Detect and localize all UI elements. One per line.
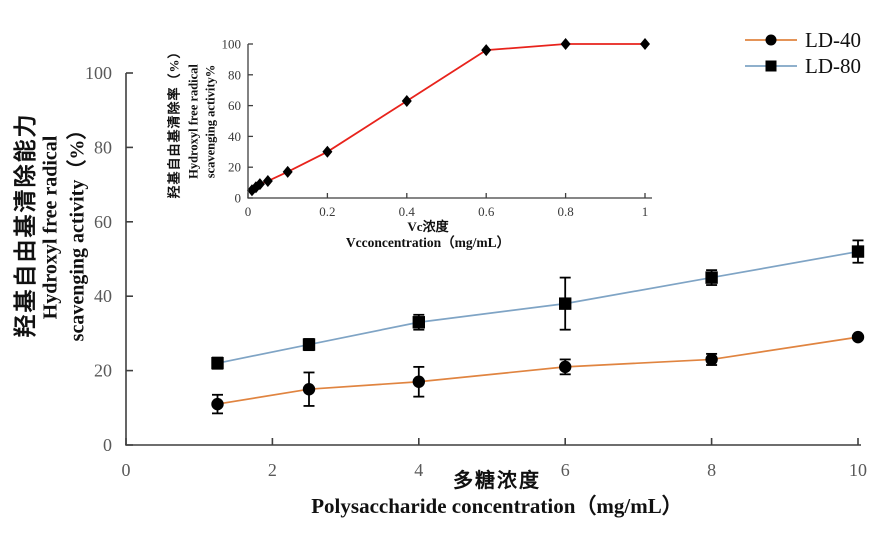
main-LD-40-marker xyxy=(559,360,572,374)
inset-y-tick-label: 20 xyxy=(228,160,241,175)
main-x-tick-label: 10 xyxy=(849,460,867,480)
inset-y-tick-label: 40 xyxy=(228,129,241,144)
main-x-axis-label-cn: 多糖浓度 xyxy=(453,470,541,492)
legend-label-ld40: LD-40 xyxy=(805,28,861,52)
legend-item-ld40: LD-40 xyxy=(744,27,861,53)
main-y-tick-label: 40 xyxy=(94,286,112,306)
main-LD-80-marker xyxy=(705,271,718,284)
ld40-line-marker-icon xyxy=(745,34,797,46)
main-x-tick-label: 8 xyxy=(707,460,716,480)
main-LD-40-marker xyxy=(211,397,224,411)
inset-x-axis-label: Vc浓度 Vcconcentration（mg/mL） xyxy=(268,219,588,251)
legend: LD-40 LD-80 xyxy=(744,27,861,79)
main-x-axis-label: 多糖浓度 Polysaccharide concentration（mg/mL） xyxy=(267,469,727,519)
main-x-tick-label: 2 xyxy=(268,460,277,480)
ld80-line-marker-icon xyxy=(745,60,797,72)
inset-Vc-marker xyxy=(322,145,333,158)
inset-Vc-marker xyxy=(481,44,492,57)
inset-x-tick-label: 0.4 xyxy=(399,204,416,219)
inset-x-tick-label: 0.8 xyxy=(557,204,573,219)
main-y-tick-label: 60 xyxy=(94,212,112,232)
inset-y-axis-label-en1: Hydroxyl free radical xyxy=(186,64,201,179)
inset-y-tick-label: 0 xyxy=(235,191,242,206)
main-y-tick-label: 100 xyxy=(85,63,112,83)
main-y-axis-label-en2: scavenging activity（%） xyxy=(66,119,89,342)
main-LD-80-marker xyxy=(211,356,224,370)
inset-y-axis-label-en2: scavenging activity% xyxy=(203,64,218,179)
legend-item-ld80: LD-80 xyxy=(744,53,861,79)
main-LD-80-marker xyxy=(412,316,425,329)
main-series-LD-80-line xyxy=(217,250,859,364)
main-LD-80-marker xyxy=(559,297,572,310)
inset-Vc-marker xyxy=(640,38,650,50)
inset-y-tick-label: 80 xyxy=(228,67,241,82)
inset-Vc-marker xyxy=(401,94,412,107)
inset-Vc-marker xyxy=(282,165,293,178)
main-y-tick-label: 0 xyxy=(103,435,112,455)
inset-x-tick-label: 1 xyxy=(642,204,649,219)
main-x-axis-label-en: Polysaccharide concentration（mg/mL） xyxy=(311,494,683,518)
inset-y-axis-label-cn: 羟基自由基清除率（%） xyxy=(166,44,182,199)
inset-x-tick-label: 0 xyxy=(245,204,252,219)
main-y-axis-label-en1: Hydroxyl free radical xyxy=(39,135,62,320)
inset-Vc-marker xyxy=(254,178,265,191)
main-LD-80-marker xyxy=(302,338,316,351)
main-LD-40-marker xyxy=(302,383,316,396)
main-LD-80-marker xyxy=(851,245,865,258)
main-x-tick-label: 0 xyxy=(122,460,131,480)
main-y-axis-label-cn: 羟基自由基清除能力 xyxy=(13,112,38,338)
legend-label-ld80: LD-80 xyxy=(805,54,861,78)
inset-x-axis-label-cn: Vc浓度 xyxy=(407,219,449,234)
inset-y-tick-label: 60 xyxy=(228,98,241,113)
inset-series-Vc-line xyxy=(251,43,645,192)
inset-x-tick-label: 0.2 xyxy=(319,204,335,219)
main-LD-40-marker xyxy=(851,330,865,344)
inset-x-axis-label-en: Vcconcentration（mg/mL） xyxy=(345,235,511,250)
main-x-tick-label: 4 xyxy=(414,460,423,480)
inset-x-tick-label: 0.6 xyxy=(478,204,495,219)
inset-Vc-marker xyxy=(560,38,571,50)
inset-Vc-marker xyxy=(262,175,273,188)
main-series-LD-40-line xyxy=(217,336,859,405)
inset-y-tick-label: 100 xyxy=(222,37,242,52)
main-LD-40-marker xyxy=(705,353,718,366)
main-LD-40-marker xyxy=(412,375,425,388)
main-x-tick-label: 6 xyxy=(561,460,570,480)
main-y-tick-label: 80 xyxy=(94,137,112,157)
main-y-tick-label: 20 xyxy=(94,361,112,381)
